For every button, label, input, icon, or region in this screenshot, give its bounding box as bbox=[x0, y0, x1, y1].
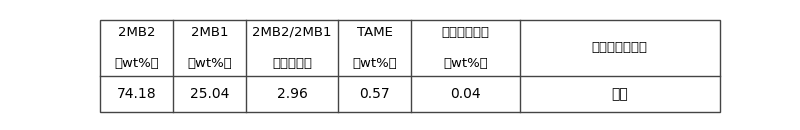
Text: 2MB2/2MB1: 2MB2/2MB1 bbox=[253, 26, 332, 39]
Text: 余量: 余量 bbox=[611, 87, 628, 101]
Text: 2MB1: 2MB1 bbox=[191, 26, 229, 39]
Text: （质量比）: （质量比） bbox=[272, 57, 312, 70]
Text: 0.57: 0.57 bbox=[359, 87, 390, 101]
Text: 异戊烯二聚物: 异戊烯二聚物 bbox=[442, 26, 490, 39]
Text: 2MB2: 2MB2 bbox=[118, 26, 155, 39]
Text: 其它碳五等杂质: 其它碳五等杂质 bbox=[592, 41, 648, 54]
Text: （wt%）: （wt%） bbox=[187, 57, 232, 70]
Text: 25.04: 25.04 bbox=[190, 87, 230, 101]
Text: TAME: TAME bbox=[357, 26, 393, 39]
Text: 74.18: 74.18 bbox=[117, 87, 156, 101]
Text: 2.96: 2.96 bbox=[277, 87, 308, 101]
Text: 0.04: 0.04 bbox=[450, 87, 481, 101]
Text: （wt%）: （wt%） bbox=[443, 57, 488, 70]
Text: （wt%）: （wt%） bbox=[114, 57, 159, 70]
Text: （wt%）: （wt%） bbox=[352, 57, 397, 70]
